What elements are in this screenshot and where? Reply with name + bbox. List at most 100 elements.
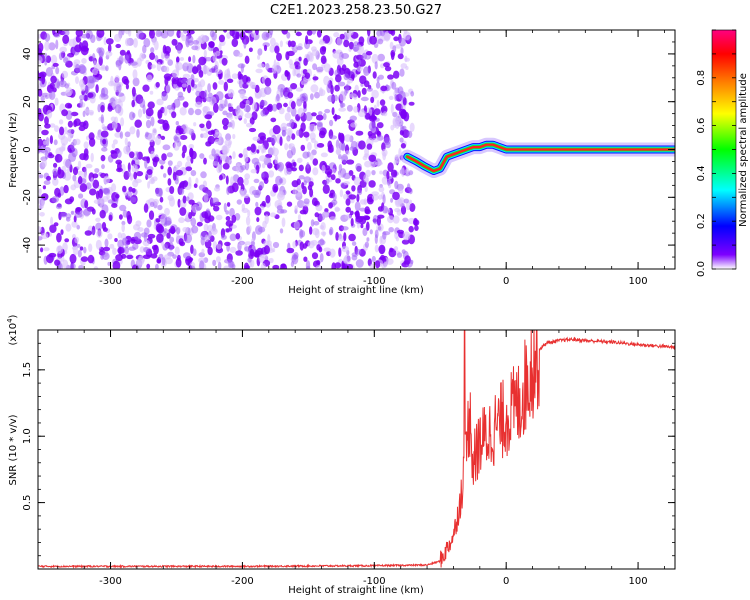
noise-speckle <box>192 66 198 75</box>
noise-speckle <box>263 44 268 52</box>
noise-speckle <box>222 110 228 116</box>
noise-speckle <box>273 59 277 69</box>
noise-speckle <box>303 176 312 183</box>
noise-speckle <box>201 211 209 219</box>
noise-speckle <box>321 211 329 218</box>
noise-speckle <box>155 218 161 223</box>
noise-speckle <box>390 103 394 114</box>
noise-speckle <box>328 229 333 236</box>
noise-speckle <box>269 45 275 53</box>
noise-speckle <box>49 123 56 128</box>
noise-speckle <box>102 138 107 145</box>
noise-speckle <box>176 232 180 242</box>
noise-speckle <box>338 247 342 257</box>
noise-speckle <box>339 91 347 102</box>
noise-speckle <box>42 140 48 145</box>
noise-speckle <box>401 167 405 177</box>
noise-speckle <box>321 64 326 69</box>
noise-speckle <box>183 62 190 67</box>
noise-speckle <box>38 42 44 53</box>
noise-speckle <box>343 254 351 265</box>
noise-speckle <box>279 136 283 146</box>
noise-speckle <box>400 143 406 149</box>
noise-speckle <box>238 153 243 158</box>
noise-speckle <box>371 194 379 201</box>
noise-speckle <box>39 174 44 179</box>
noise-speckle <box>261 172 265 178</box>
noise-speckle <box>135 159 141 165</box>
noise-speckle <box>177 254 181 261</box>
noise-speckle <box>96 63 101 72</box>
noise-speckle <box>57 245 61 251</box>
noise-speckle <box>248 47 253 53</box>
noise-speckle <box>286 135 291 142</box>
noise-speckle <box>100 114 104 124</box>
noise-speckle <box>127 169 131 178</box>
noise-speckle <box>280 122 288 130</box>
noise-speckle <box>212 82 218 90</box>
noise-speckle <box>41 158 47 168</box>
noise-speckle <box>338 141 346 151</box>
noise-speckle <box>103 175 110 184</box>
noise-speckle <box>332 50 341 59</box>
noise-speckle <box>284 143 289 151</box>
noise-speckle <box>194 101 203 108</box>
noise-speckle <box>339 101 344 109</box>
colorbar-tick-label: 0.0 <box>696 261 707 277</box>
noise-speckle <box>74 212 83 218</box>
noise-speckle <box>142 254 151 260</box>
noise-speckle <box>257 54 261 60</box>
noise-speckle <box>120 117 125 127</box>
noise-speckle <box>309 188 314 198</box>
noise-speckle <box>362 227 368 237</box>
noise-speckle <box>83 141 89 149</box>
noise-speckle <box>335 178 341 184</box>
noise-speckle <box>43 247 50 252</box>
noise-speckle <box>72 167 79 176</box>
noise-speckle <box>155 135 161 146</box>
noise-speckle <box>188 107 194 116</box>
noise-speckle <box>198 70 204 78</box>
noise-speckle <box>146 263 151 269</box>
noise-speckle <box>253 252 261 258</box>
noise-speckle <box>272 103 278 112</box>
noise-speckle <box>328 162 337 170</box>
noise-speckle <box>44 116 49 126</box>
x-tick-label: -300 <box>99 276 122 287</box>
noise-speckle <box>250 241 256 246</box>
noise-speckle <box>338 67 346 75</box>
noise-speckle <box>52 62 59 67</box>
noise-speckle <box>221 57 228 66</box>
noise-speckle <box>316 121 323 127</box>
noise-speckle <box>383 62 390 68</box>
noise-speckle <box>264 77 272 87</box>
noise-speckle <box>243 154 249 163</box>
noise-speckle <box>278 107 285 115</box>
noise-speckle <box>375 161 383 166</box>
noise-speckle <box>182 180 189 188</box>
noise-speckle <box>102 227 108 232</box>
noise-speckle <box>371 89 379 99</box>
noise-speckle <box>179 135 188 140</box>
noise-speckle <box>167 178 172 186</box>
noise-speckle <box>171 103 175 110</box>
noise-speckle <box>119 131 124 139</box>
noise-speckle <box>77 176 83 185</box>
noise-speckle <box>361 87 367 95</box>
noise-speckle <box>363 66 370 76</box>
noise-speckle <box>360 223 364 229</box>
noise-speckle <box>339 33 345 40</box>
noise-speckle <box>222 124 228 130</box>
noise-speckle <box>48 42 56 51</box>
noise-speckle <box>79 153 87 161</box>
noise-speckle <box>240 188 245 197</box>
noise-speckle <box>333 32 340 38</box>
signal-peak <box>406 143 675 173</box>
noise-speckle <box>353 106 359 113</box>
noise-speckle <box>380 85 388 92</box>
noise-speckle <box>78 121 87 127</box>
noise-speckle <box>272 264 280 269</box>
noise-speckle <box>392 45 397 53</box>
noise-speckle <box>393 70 400 79</box>
noise-speckle <box>321 46 327 52</box>
